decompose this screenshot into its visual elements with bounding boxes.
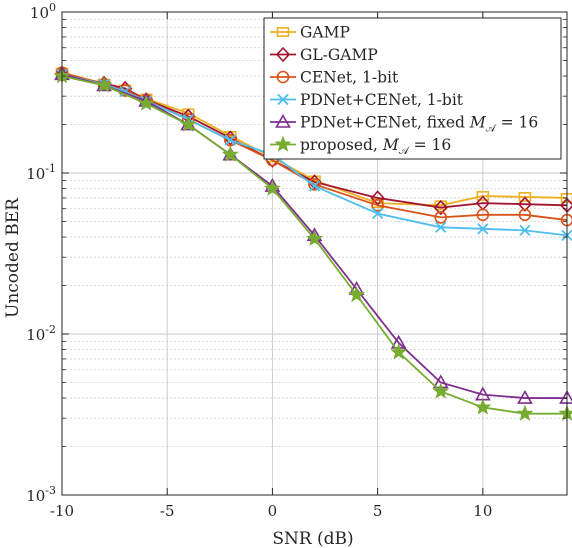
x-tick-label: 5: [373, 502, 383, 520]
legend-swatch-marker: [275, 46, 291, 63]
x-tick-label: 0: [268, 502, 278, 520]
series-6: [53, 67, 572, 421]
x-tick-label: 10: [473, 502, 492, 520]
data-point: [518, 192, 532, 202]
legend-entry: PDNet+CENet, 1-bit: [270, 91, 464, 109]
data-point: [348, 285, 366, 303]
legend-swatch-marker: [274, 135, 292, 152]
data-point: [308, 180, 321, 192]
data-point: [308, 178, 321, 191]
legend-entry: PDNet+CENet, fixed M𝒜 = 16: [270, 114, 538, 135]
x-tick-label: -5: [160, 502, 175, 520]
y-tick-label: 100: [30, 1, 56, 22]
legend-entry: GL-GAMP: [270, 46, 378, 64]
data-point: [306, 229, 323, 247]
data-point: [434, 211, 448, 224]
legend-label: PDNet+CENet, fixed M𝒜 = 16: [300, 114, 538, 135]
data-point: [519, 224, 531, 237]
legend-label: CENet, 1-bit: [300, 69, 399, 87]
data-point: [476, 208, 490, 222]
data-point: [221, 145, 239, 162]
data-point: [476, 191, 490, 201]
data-point: [432, 382, 450, 399]
data-point: [477, 223, 489, 235]
data-point: [516, 404, 534, 421]
legend-box: [263, 17, 562, 160]
data-point: [137, 94, 155, 111]
legend-swatch-marker: [275, 113, 291, 128]
y-axis-label: Uncoded BER: [3, 197, 23, 318]
legend-swatch-marker: [277, 93, 289, 106]
legend-label: PDNet+CENet, 1-bit: [300, 91, 464, 109]
data-point: [435, 221, 447, 233]
x-tick-label: -10: [50, 502, 74, 520]
legend-entry: GAMP: [270, 24, 350, 42]
data-point: [95, 76, 113, 93]
axes: 100 10-1 10-2 10-3-10 -5 0 5 10: [26, 1, 568, 520]
data-point: [390, 343, 408, 360]
data-point: [371, 207, 384, 220]
legend-label: GL-GAMP: [300, 46, 378, 64]
data-point: [263, 179, 281, 196]
legend-label: GAMP: [300, 24, 350, 42]
plot-frame: [61, 11, 568, 496]
data-point: [371, 199, 384, 212]
data-point: [224, 133, 237, 147]
legend-label: proposed, M𝒜 = 16: [300, 136, 451, 157]
legend: GAMP GL-GAMP CENet, 1-bit PDNet+CENet, 1-bi…: [263, 17, 562, 160]
y-tick-label: 10-1: [26, 162, 56, 183]
data-point: [224, 134, 236, 146]
legend-entry: proposed, M𝒜 = 16: [270, 135, 451, 157]
legend-swatch-marker: [276, 27, 290, 37]
data-point: [517, 196, 533, 212]
data-point: [179, 115, 197, 132]
y-tick-label: 10-2: [26, 323, 56, 344]
data-point: [474, 398, 492, 415]
data-point: [518, 208, 532, 222]
y-tick-label: 10-3: [26, 484, 56, 505]
x-axis-label: SNR (dB): [272, 529, 353, 548]
data-point: [517, 389, 533, 404]
data-point: [433, 199, 448, 216]
legend-entry: CENet, 1-bit: [270, 69, 399, 87]
legend-swatch-marker: [276, 70, 290, 84]
